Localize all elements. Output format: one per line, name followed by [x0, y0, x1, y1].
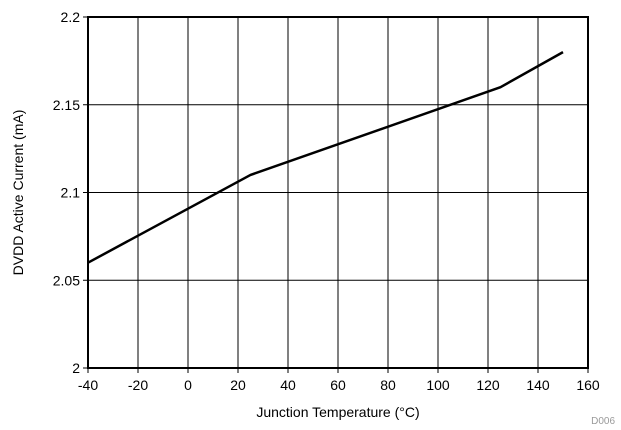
- series-group: [87, 51, 564, 264]
- x-tick-label: 80: [380, 377, 396, 393]
- figure-id: D006: [591, 416, 615, 427]
- x-tick-label: 100: [426, 377, 450, 393]
- x-tick-label: 40: [280, 377, 296, 393]
- x-tick-label: 160: [576, 377, 600, 393]
- y-tick-label: 2.1: [61, 185, 81, 201]
- y-tick-label: 2: [72, 360, 80, 376]
- y-tick-label: 2.15: [53, 97, 80, 113]
- series-line: [87, 51, 564, 264]
- y-tick-label: 2.05: [53, 272, 80, 288]
- axis-ticks: [83, 16, 589, 373]
- x-tick-label: 0: [184, 377, 192, 393]
- x-tick-labels: -40 -20 0 20 40 60 80 100 120 140 160: [78, 377, 600, 393]
- grid: [88, 17, 588, 368]
- x-tick-label: 20: [230, 377, 246, 393]
- x-tick-label: -40: [78, 377, 98, 393]
- y-axis-title: DVDD Active Current (mA): [10, 110, 26, 276]
- x-axis-title: Junction Temperature (°C): [256, 404, 419, 420]
- y-tick-labels: 2 2.05 2.1 2.15 2.2: [53, 9, 80, 376]
- y-tick-label: 2.2: [61, 9, 81, 25]
- x-tick-label: 140: [526, 377, 550, 393]
- x-tick-label: 120: [476, 377, 500, 393]
- x-tick-label: 60: [330, 377, 346, 393]
- x-tick-label: -20: [128, 377, 148, 393]
